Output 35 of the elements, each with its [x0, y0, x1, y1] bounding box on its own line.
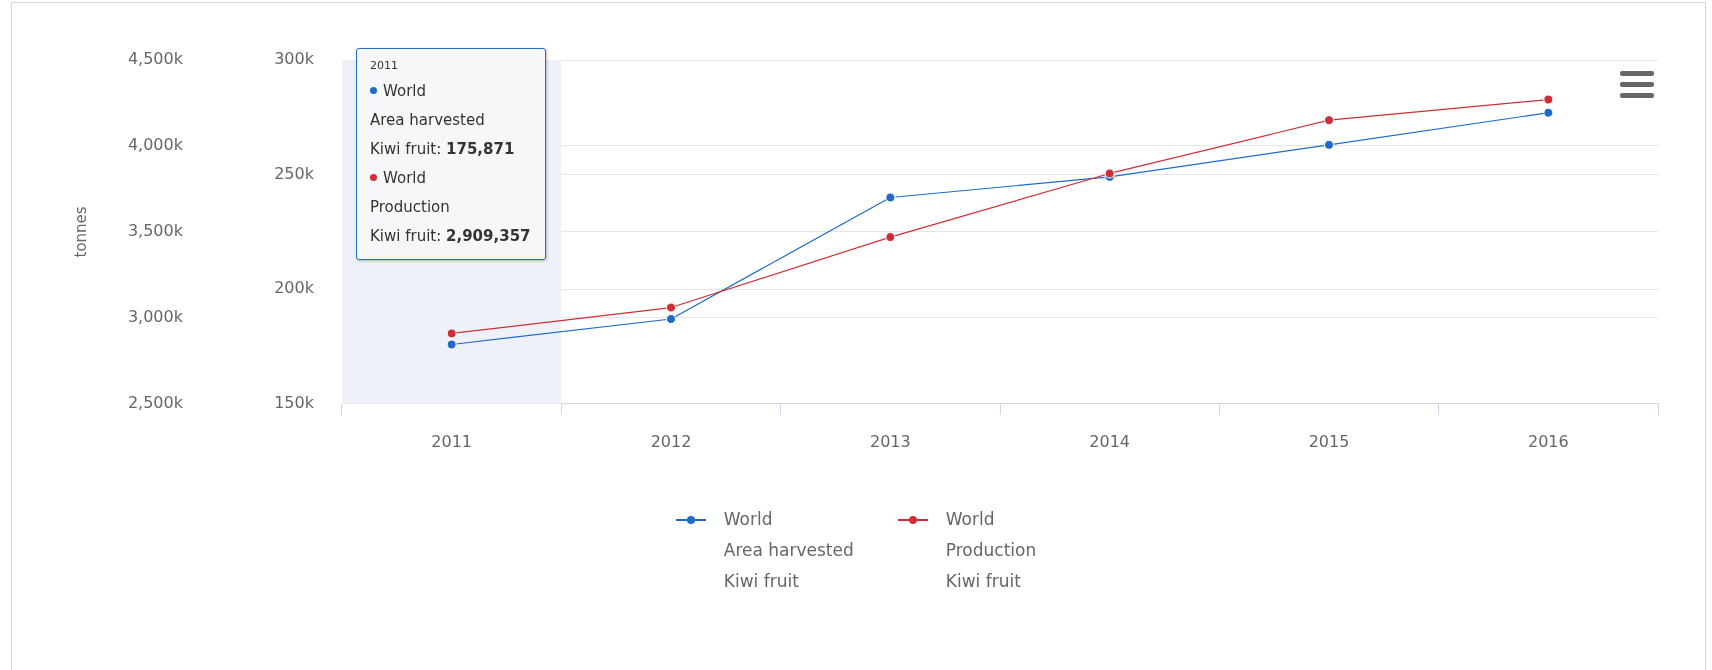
y-tick-label: 4,500k: [127, 49, 184, 69]
point: [1324, 115, 1334, 126]
y2-tick-label: 150k: [274, 392, 315, 412]
y2-tick-label: 250k: [274, 163, 315, 183]
annotation: Area harvested: [370, 111, 485, 129]
annotation: World: [383, 82, 426, 100]
point: [1543, 107, 1554, 118]
y2-tick-label: 200k: [274, 278, 315, 298]
legend-label: World Area harvested Kiwi fruit: [723, 508, 854, 593]
point: [885, 232, 896, 243]
point: [666, 314, 676, 324]
annotation: Kiwi fruit: 2,909,357: [370, 227, 531, 245]
point: [1543, 94, 1554, 105]
x-tick-label: 2015: [1308, 431, 1350, 451]
annotation: Production: [370, 198, 450, 216]
point: [446, 339, 457, 350]
x-tick-label: 2013: [869, 431, 911, 451]
point: [885, 192, 896, 203]
legend-label: World Production Kiwi fruit: [945, 508, 1037, 593]
point: [1324, 139, 1334, 150]
x-tick-label: 2014: [1089, 431, 1131, 451]
annotation: 2011: [370, 58, 399, 74]
y-axis-title: tonnes: [71, 206, 90, 258]
y-tick-label: 3,000k: [127, 307, 184, 327]
annotation: World: [383, 169, 426, 187]
y-tick-label: 3,500k: [127, 221, 184, 241]
y2-tick-label: 300k: [274, 49, 315, 69]
x-tick-label: 2012: [650, 431, 692, 451]
x-tick-label: 2016: [1527, 431, 1569, 451]
point: [446, 328, 457, 339]
annotation: Kiwi fruit: 175,871: [370, 140, 515, 158]
point: [666, 302, 676, 313]
y-tick-label: 4,000k: [127, 135, 184, 155]
x-tick-label: 2011: [431, 431, 473, 451]
y-tick-label: 2,500k: [127, 392, 184, 412]
